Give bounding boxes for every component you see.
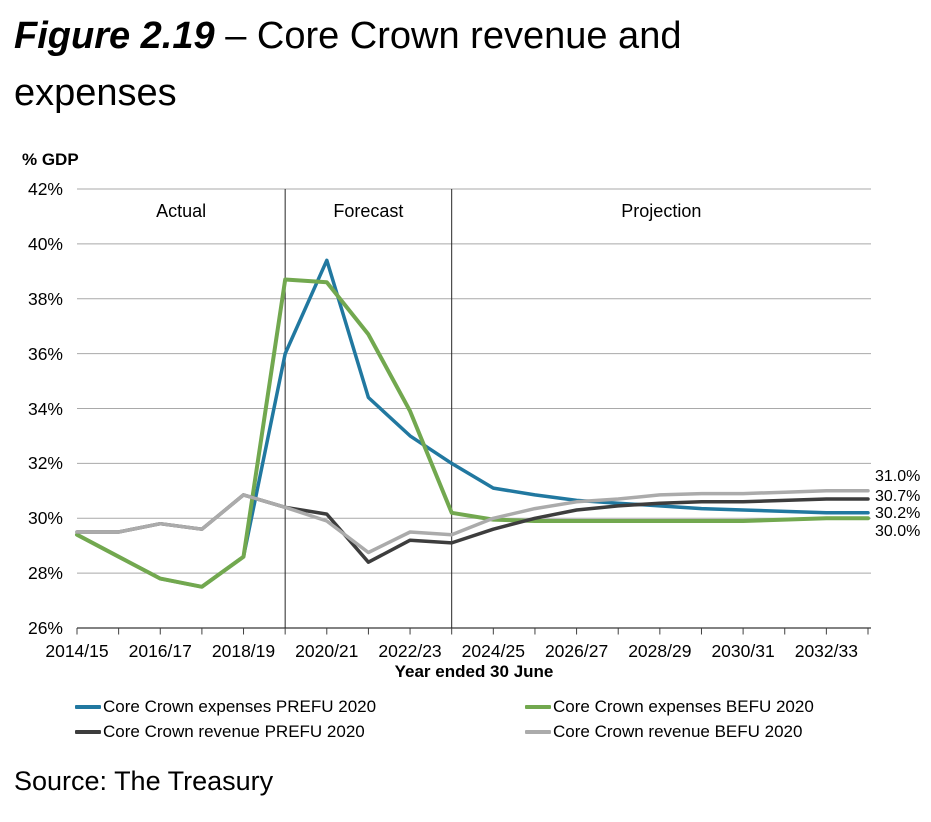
legend-item-expenses-prefu: Core Crown expenses PREFU 2020	[75, 695, 525, 718]
x-tick-label: 2028/29	[628, 641, 692, 661]
y-tick-label: 40%	[27, 233, 63, 254]
x-tick-label: 2022/23	[378, 641, 442, 661]
y-tick-label: 34%	[27, 398, 63, 419]
figure-title-text: – Core Crown revenue and expenses	[14, 15, 682, 114]
region-label-actual: Actual	[156, 201, 207, 221]
x-tick-label: 2016/17	[128, 641, 192, 661]
region-label-forecast: Forecast	[333, 201, 404, 221]
x-tick-label: 2032/33	[794, 641, 858, 661]
x-tick-label: 2024/25	[461, 641, 525, 661]
y-tick-label: 36%	[27, 343, 63, 364]
chart-legend: Core Crown expenses PREFU 2020 Core Crow…	[75, 695, 814, 743]
legend-line-swatch-icon	[75, 704, 101, 709]
y-axis-title: % GDP	[22, 150, 79, 169]
y-tick-label: 42%	[27, 179, 63, 199]
source-note: Source: The Treasury	[14, 766, 274, 796]
end-value-label: 30.0%	[875, 523, 921, 541]
end-value-label: 31.0%	[875, 467, 921, 485]
end-value-label: 30.2%	[875, 504, 921, 522]
legend-label: Core Crown revenue BEFU 2020	[553, 721, 803, 741]
y-tick-label: 26%	[27, 618, 63, 638]
end-value-label: 30.7%	[875, 488, 921, 506]
legend-item-revenue-befu: Core Crown revenue BEFU 2020	[525, 720, 814, 743]
legend-label: Core Crown revenue PREFU 2020	[103, 721, 365, 741]
figure-number: Figure 2.19	[14, 15, 215, 57]
x-tick-label: 2020/21	[295, 641, 359, 661]
legend-item-expenses-befu: Core Crown expenses BEFU 2020	[525, 695, 814, 718]
y-tick-label: 28%	[27, 563, 63, 584]
figure-title: Figure 2.19 – Core Crown revenue and exp…	[14, 8, 804, 122]
x-tick-label: 2030/31	[711, 641, 775, 661]
legend-label: Core Crown expenses PREFU 2020	[103, 696, 377, 716]
x-tick-label: 2014/15	[45, 641, 109, 661]
region-label-projection: Projection	[621, 201, 702, 221]
x-axis-title: Year ended 30 June	[394, 662, 554, 681]
legend-label: Core Crown expenses BEFU 2020	[553, 696, 814, 716]
legend-item-revenue-prefu: Core Crown revenue PREFU 2020	[75, 720, 525, 743]
y-tick-label: 38%	[27, 288, 63, 309]
y-tick-label: 30%	[27, 508, 63, 529]
x-tick-label: 2026/27	[544, 641, 609, 661]
legend-line-swatch-icon	[75, 729, 101, 734]
legend-line-swatch-icon	[525, 704, 551, 709]
x-tick-label: 2018/19	[211, 641, 276, 661]
legend-line-swatch-icon	[525, 729, 551, 734]
y-tick-label: 32%	[27, 453, 63, 474]
